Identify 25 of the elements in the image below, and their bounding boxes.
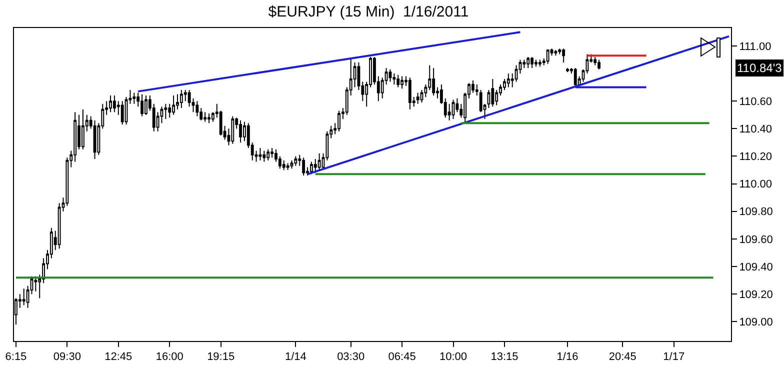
x-tick-label: 09:30 [53,351,81,364]
x-tick-label: 16:00 [156,351,184,364]
x-tick-label: 20:45 [608,351,636,364]
x-tick-label: 13:15 [490,351,518,364]
x-tick-label: 1/14 [284,351,306,364]
y-tick-label: 110.40 [739,124,772,136]
y-tick-label: 109.00 [739,316,773,329]
y-tick-label: 109.60 [739,234,773,246]
y-tick-label: 110.60 [739,96,772,108]
x-tick-label: 19:15 [207,351,235,364]
x-tick-label: 1/16 [556,351,578,364]
x-tick-label: 06:45 [388,351,416,364]
y-tick-label: 109.40 [739,261,773,274]
text: 110.84'3 [737,61,782,75]
x-tick-label: 12:45 [104,351,132,364]
x-tick-label: 6:15 [5,351,27,364]
x-tick-label: 1/17 [663,351,685,364]
y-tick-label: 109.20 [739,288,773,301]
y-tick-label: 110.20 [739,151,772,164]
y-tick-label: 109.80 [739,206,773,218]
chart-title: $EURJPY (15 Min) 1/16/2011 [268,3,469,20]
x-tick-label: 10:00 [439,351,468,364]
y-tick-label: 111.00 [739,40,772,53]
x-tick-label: 03:30 [337,351,365,364]
y-tick-label: 110.00 [739,178,772,191]
